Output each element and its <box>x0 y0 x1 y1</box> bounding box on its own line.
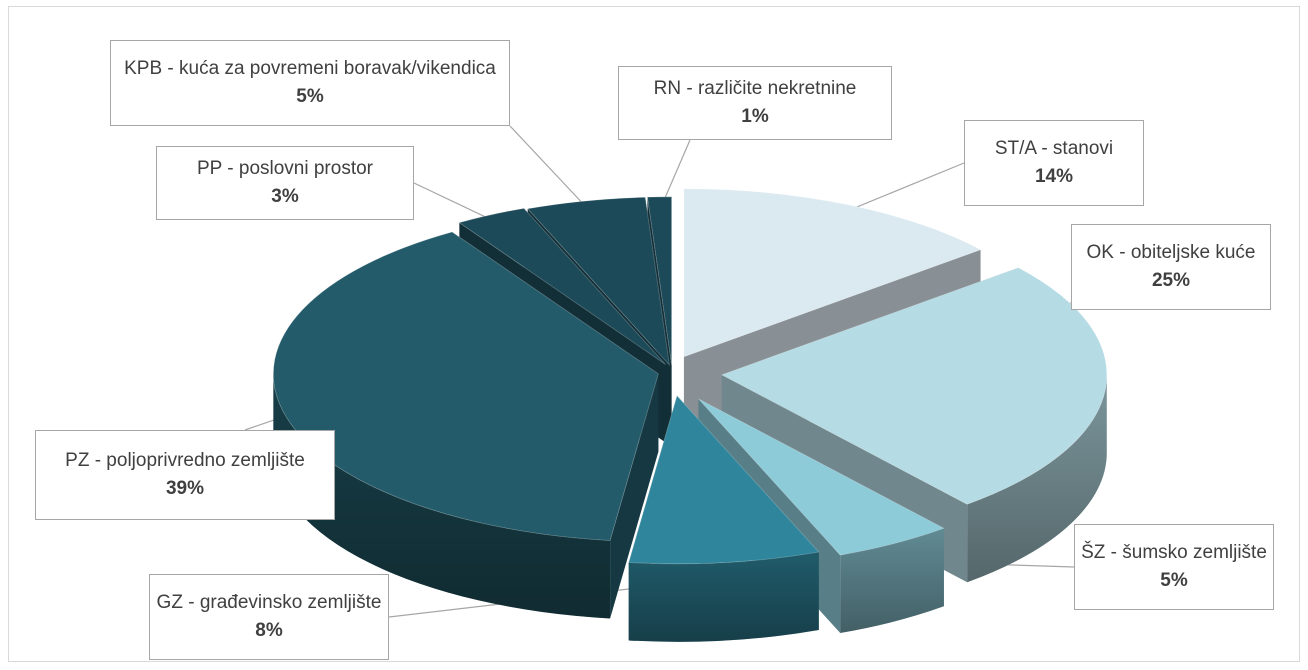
slice-label: RN - različite nekretnine <box>653 78 857 100</box>
callout-razlicite-nekretnine: RN - različite nekretnine 1% <box>618 66 892 140</box>
callout-poslovni-prostor: PP - poslovni prostor 3% <box>156 146 414 220</box>
slice-label: ŠZ - šumsko zemljište <box>1081 542 1267 564</box>
slice-top-5 <box>458 207 666 365</box>
slice-percent: 25% <box>1151 270 1191 291</box>
callout-gradjevinsko-zemljiste: GZ - građevinsko zemljište 8% <box>149 574 389 660</box>
callout-vikendica: KPB - kuća za povremeni boravak/vikendic… <box>110 40 510 126</box>
slice-label: KPB - kuća za povremeni boravak/vikendic… <box>124 58 496 80</box>
slice-percent: 1% <box>741 106 769 127</box>
slice-label: OK - obiteljske kuće <box>1086 242 1256 264</box>
slice-top-6 <box>526 196 670 367</box>
slice-side-shade-3-0 <box>628 552 819 642</box>
slice-top-0 <box>683 188 982 358</box>
callout-stanovi: ST/A - stanovi 14% <box>964 120 1144 206</box>
slice-label: PZ - poljoprivredno zemljište <box>65 450 305 472</box>
chart-frame <box>8 6 1300 662</box>
slice-top-7 <box>646 196 673 365</box>
pie-slices <box>272 188 1108 642</box>
slice-percent: 39% <box>165 478 205 499</box>
slice-label: GZ - građevinsko zemljište <box>156 592 382 614</box>
callout-poljoprivredno-zemljiste: PZ - poljoprivredno zemljište 39% <box>35 430 335 520</box>
slice-percent: 3% <box>271 186 299 207</box>
callout-sumsko-zemljiste: ŠZ - šumsko zemljište 5% <box>1074 524 1274 610</box>
slice-top-2 <box>698 398 945 556</box>
slice-label: PP - poslovni prostor <box>196 158 373 180</box>
slice-percent: 5% <box>1160 570 1188 591</box>
slice-percent: 14% <box>1034 166 1074 187</box>
leader-line-0 <box>836 162 965 216</box>
slice-side-shade-1-0 <box>967 374 1107 583</box>
callout-obiteljske-kuce: OK - obiteljske kuće 25% <box>1071 224 1271 310</box>
leader-line-6 <box>509 125 592 213</box>
slice-side-shade-2-0 <box>840 528 944 634</box>
slice-label: ST/A - stanovi <box>994 138 1114 160</box>
slice-top-1 <box>720 267 1108 505</box>
slice-top-4 <box>272 231 659 541</box>
slice-side-shade-4-0 <box>273 373 611 619</box>
slice-percent: 8% <box>255 620 283 641</box>
slice-percent: 5% <box>296 86 324 107</box>
slice-top-3 <box>628 395 820 565</box>
